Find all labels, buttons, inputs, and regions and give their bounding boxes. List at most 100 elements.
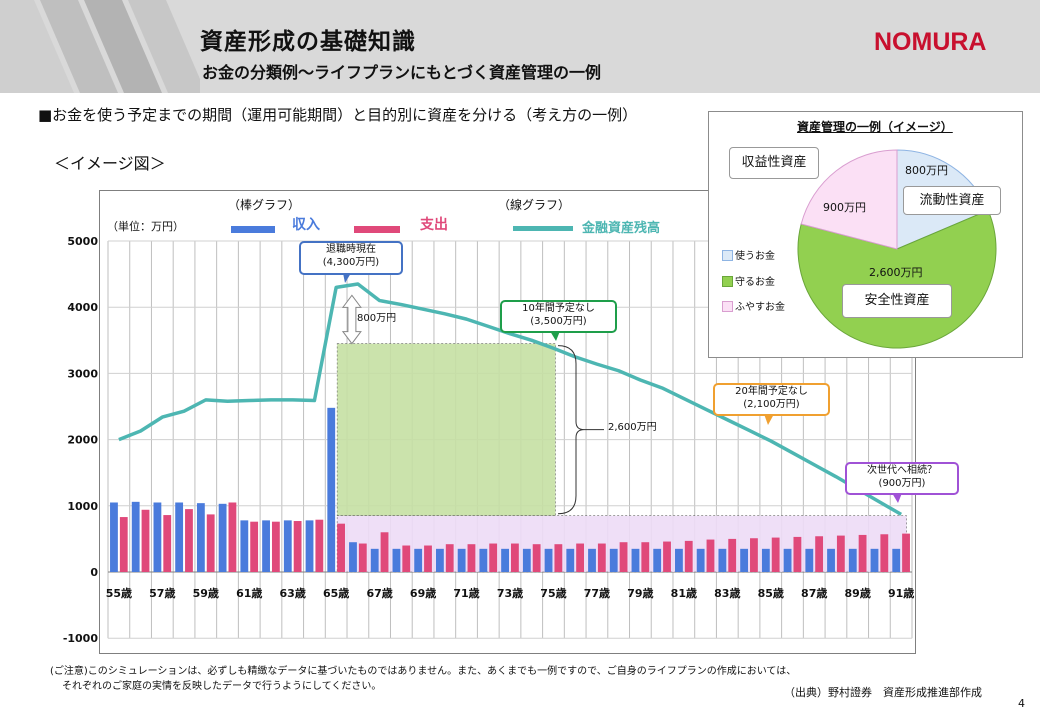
bar-income-68 [392,548,401,572]
x-tick-label: 57歳 [149,586,175,600]
bar-income-87 [805,548,814,572]
callout-ten-years: 10年間予定なし (3,500万円) [500,300,617,333]
bar-income-85 [761,548,770,572]
x-tick-label: 73歳 [497,586,523,600]
bar-income-78 [609,548,618,572]
bar-income-76 [566,548,575,572]
bar-expense-79 [641,542,650,572]
bar-expense-77 [597,543,606,572]
bar-expense-76 [576,543,585,572]
legend-bar-group: （棒グラフ） [228,198,301,212]
y-tick-label: 0 [90,566,98,579]
decorative-chevrons [0,0,200,93]
bar-income-80 [653,548,662,572]
bar-income-84 [740,548,749,572]
x-tick-label: 81歳 [671,586,697,600]
bar-expense-60 [228,502,237,572]
legend-assets-swatch [513,226,573,231]
bar-expense-72 [489,543,498,572]
x-tick-label: 83歳 [714,586,740,600]
callout-pointer-next [892,493,902,503]
bar-expense-61 [250,521,259,572]
bar-expense-68 [402,545,411,572]
footer-note-line2: それぞれのご家庭の実情を反映したデータで行うようにしてください。 [62,681,382,692]
bar-income-60 [218,503,227,572]
bar-expense-82 [706,539,715,572]
callout-pointer-ten [550,331,560,341]
callout-retirement: 退職時現在 (4,300万円) [299,241,403,275]
bar-income-70 [435,548,444,572]
bar-expense-66 [358,543,367,572]
legend-income-label: 収入 [292,217,320,233]
x-tick-label: 59歳 [193,586,219,600]
chart-bars [110,407,910,572]
inset-legend-use-swatch [722,250,733,261]
chart-line [118,282,903,516]
x-tick-label: 91歳 [888,586,914,600]
bar-expense-85 [771,537,780,572]
bar-expense-70 [445,544,454,572]
inset-legend-grow: ふやすお金 [735,302,785,313]
bar-expense-88 [836,535,845,572]
y-tick-label: -1000 [63,632,99,645]
zone-safe-assets [336,343,556,517]
legend-expense-swatch [354,226,400,233]
bar-income-82 [696,548,705,572]
bar-income-72 [479,548,488,572]
x-tick-label: 61歳 [236,586,262,600]
bar-expense-67 [380,532,389,572]
pie-slice-income [800,149,898,250]
legend-assets-label: 金融資産残高 [582,221,661,236]
inset-legend-protect-swatch [722,276,733,287]
bar-expense-71 [467,544,476,572]
bar-income-64 [305,520,314,572]
inset-label-safe-assets: 安全性資産 [842,284,952,318]
inset-legend-grow-swatch [722,301,733,312]
bar-expense-80 [663,541,671,572]
chart-unit-label: （単位：万円） [107,220,184,233]
x-tick-label: 77歳 [584,586,610,600]
label-gap-800: 800万円 [357,313,397,324]
legend-line-group: （線グラフ） [498,198,571,212]
bar-expense-86 [793,536,802,572]
bar-income-67 [370,548,379,572]
x-tick-label: 89歳 [845,586,871,600]
inset-title: 資産管理の一例（イメージ） [797,120,953,134]
bar-expense-75 [554,544,563,572]
inset-value-income: 900万円 [823,201,866,214]
y-tick-label: 4000 [67,301,98,314]
callout-next-generation: 次世代へ相続？ (900万円) [845,462,959,495]
bar-expense-78 [619,542,628,572]
bar-expense-87 [815,536,824,572]
bar-expense-65 [337,523,345,572]
bar-income-88 [827,548,835,572]
bar-income-56 [131,501,140,572]
x-tick-label: 55歳 [106,586,132,600]
bar-income-57 [153,502,162,572]
x-tick-label: 79歳 [627,586,653,600]
bar-income-65 [327,407,336,572]
lead-text: ■お金を使う予定までの期間（運用可能期間）と目的別に資産を分ける（考え方の一例） [38,106,638,124]
inset-value-liquid: 800万円 [905,164,948,177]
bar-expense-90 [880,534,889,572]
legend-expense-label: 支出 [420,217,448,233]
bar-income-61 [240,520,249,572]
bar-expense-58 [185,509,193,572]
bar-expense-69 [424,545,432,572]
bar-income-79 [631,548,640,572]
x-tick-label: 75歳 [540,586,566,600]
gap-arrow [341,294,362,345]
page-subtitle: お金の分類例～ライフプランにもとづく資産管理の一例 [202,63,602,82]
bar-expense-55 [119,517,128,572]
legend-income-swatch [231,226,275,233]
page-number: 4 [1018,697,1025,710]
bar-expense-63 [293,521,302,572]
bar-expense-64 [315,519,324,572]
bar-expense-84 [750,538,758,572]
x-tick-label: 71歳 [453,586,479,600]
bar-income-74 [522,548,531,572]
bar-expense-57 [163,515,172,572]
bar-income-55 [110,502,118,572]
bar-income-58 [175,502,184,572]
